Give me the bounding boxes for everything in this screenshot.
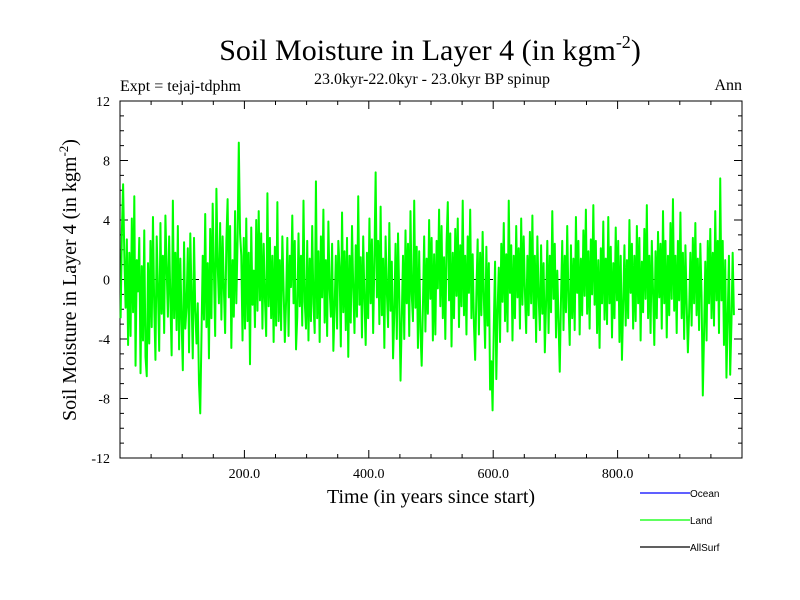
legend: Ocean Land AllSurf <box>640 489 720 554</box>
series-group <box>119 141 735 415</box>
y-tick-label: 8 <box>103 155 110 170</box>
y-tick-label: 4 <box>103 214 110 229</box>
y-tick-label: -8 <box>98 393 110 408</box>
y-tick-label: -4 <box>98 333 110 348</box>
x-axis-label: Time (in years since start) <box>327 486 535 508</box>
x-tick-label: 200.0 <box>229 467 261 482</box>
x-tick-label: 600.0 <box>477 467 509 482</box>
legend-label-ocean: Ocean <box>690 489 719 500</box>
chart-title: Soil Moisture in Layer 4 (in kgm-2) <box>219 32 641 67</box>
x-tick-label: 800.0 <box>602 467 634 482</box>
season-label: Ann <box>714 77 742 94</box>
x-tick-label: 400.0 <box>353 467 385 482</box>
chart-subtitle: 23.0kyr-22.0kyr - 23.0kyr BP spinup <box>314 71 550 88</box>
series-line-land <box>119 141 735 415</box>
legend-label-allsurf: AllSurf <box>690 543 720 554</box>
y-tick-label: 0 <box>103 274 110 289</box>
experiment-label: Expt = tejaj-tdphm <box>120 78 242 95</box>
y-tick-label: 12 <box>96 95 110 110</box>
y-axis-label: Soil Moisture in Layer 4 (in kgm-2) <box>56 139 81 421</box>
y-tick-label: -12 <box>91 452 110 467</box>
legend-label-land: Land <box>690 516 712 527</box>
